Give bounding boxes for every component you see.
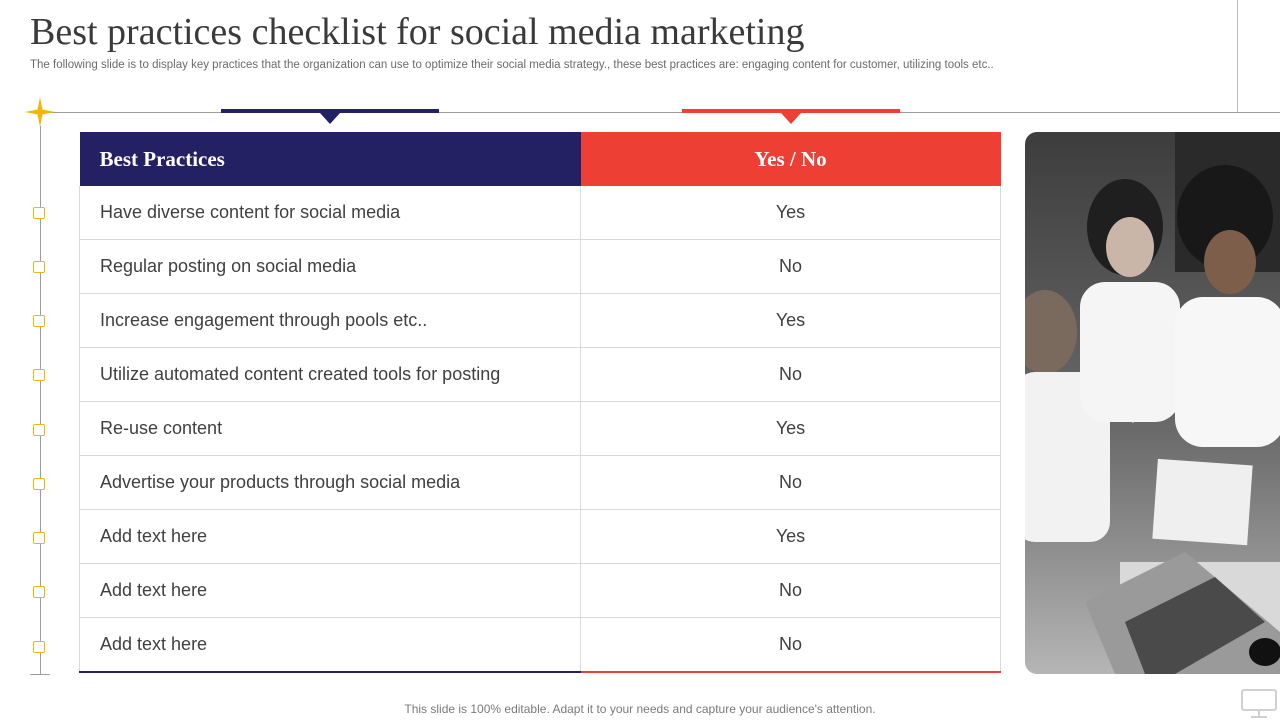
timeline-line: [40, 126, 41, 674]
answer-cell: No: [580, 239, 1001, 294]
practice-cell: Regular posting on social media: [79, 239, 581, 294]
practice-cell: Add text here: [79, 617, 581, 673]
answer-cell: Yes: [580, 509, 1001, 564]
answer-cell: No: [580, 455, 1001, 510]
header-rule: [40, 112, 1280, 113]
team-photo: [1025, 132, 1280, 674]
table-row: Add text here Yes: [79, 509, 1001, 564]
table-row: Utilize automated content created tools …: [79, 347, 1001, 402]
checkbox-icon: [33, 207, 45, 219]
answer-cell: Yes: [580, 293, 1001, 348]
table-header-row: Best Practices Yes / No: [79, 132, 1001, 186]
page-subtitle: The following slide is to display key pr…: [30, 59, 994, 71]
practice-cell: Have diverse content for social media: [79, 186, 581, 240]
checkbox-icon: [33, 586, 45, 598]
practice-cell: Increase engagement through pools etc..: [79, 293, 581, 348]
table-row: Add text here No: [79, 563, 1001, 618]
checkbox-icon: [33, 315, 45, 327]
answer-cell: Yes: [580, 401, 1001, 456]
practice-cell: Add text here: [79, 509, 581, 564]
table-row: Have diverse content for social media Ye…: [79, 186, 1001, 240]
page-title: Best practices checklist for social medi…: [30, 11, 805, 53]
practice-cell: Utilize automated content created tools …: [79, 347, 581, 402]
team-photo-illustration: [1025, 132, 1280, 674]
answer-pointer: [781, 113, 801, 124]
top-divider: [1237, 0, 1238, 112]
answer-cell: No: [580, 563, 1001, 618]
answer-accent-bar: [682, 109, 900, 113]
checkbox-icon: [33, 641, 45, 653]
checklist-table: Best Practices Yes / No Have diverse con…: [79, 132, 1001, 673]
table-row: Add text here No: [79, 617, 1001, 673]
table-row: Advertise your products through social m…: [79, 455, 1001, 510]
checkbox-icon: [33, 532, 45, 544]
answer-cell: No: [580, 347, 1001, 402]
header-yes-no: Yes / No: [580, 132, 1001, 186]
practice-accent-bar: [221, 109, 439, 113]
checkbox-icon: [33, 369, 45, 381]
answer-cell: Yes: [580, 186, 1001, 240]
checkbox-icon: [33, 424, 45, 436]
star-icon: [25, 97, 55, 127]
practice-cell: Re-use content: [79, 401, 581, 456]
answer-cell: No: [580, 617, 1001, 673]
footer-note: This slide is 100% editable. Adapt it to…: [404, 702, 876, 716]
checkbox-icon: [33, 478, 45, 490]
monitor-icon: [1241, 689, 1277, 718]
practice-pointer: [320, 113, 340, 124]
table-row: Regular posting on social media No: [79, 239, 1001, 294]
table-row: Re-use content Yes: [79, 401, 1001, 456]
practice-cell: Add text here: [79, 563, 581, 618]
timeline-end: [30, 674, 50, 675]
checkbox-icon: [33, 261, 45, 273]
table-row: Increase engagement through pools etc.. …: [79, 293, 1001, 348]
header-best-practices: Best Practices: [79, 132, 581, 186]
practice-cell: Advertise your products through social m…: [79, 455, 581, 510]
